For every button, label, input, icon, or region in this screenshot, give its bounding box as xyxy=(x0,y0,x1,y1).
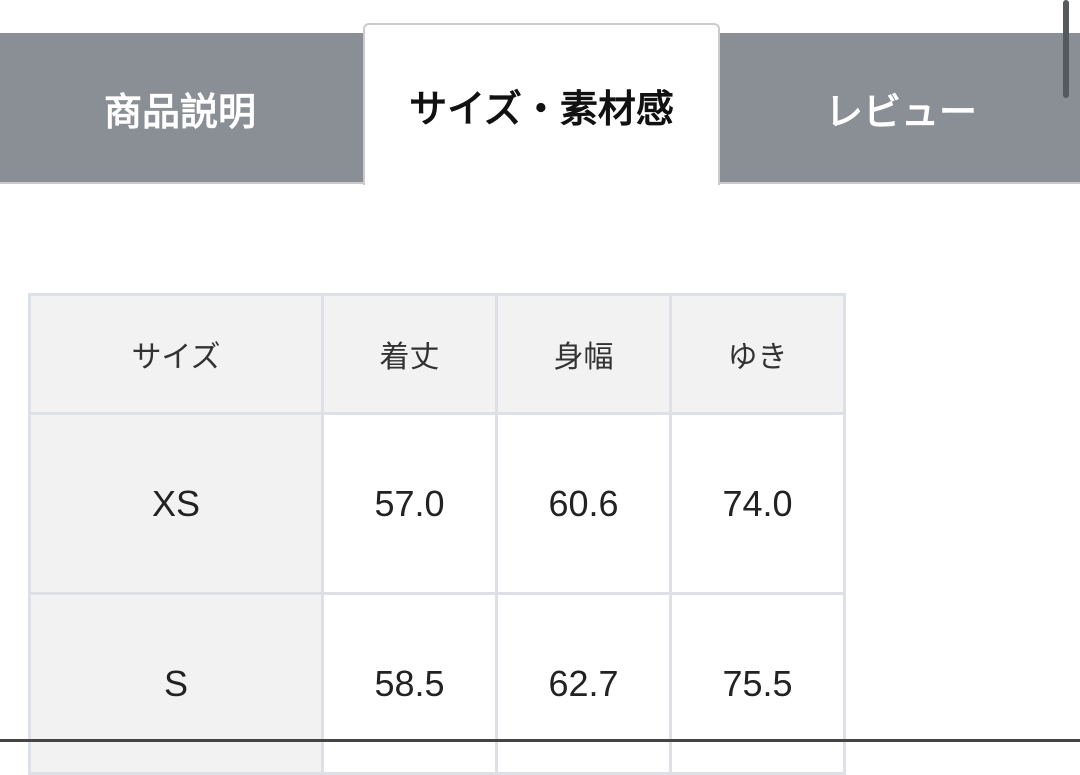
header-sleeve: ゆき xyxy=(669,293,846,415)
size-cell: XS xyxy=(28,412,324,595)
size-table: サイズ 着丈 身幅 ゆき XS 57.0 60.6 74.0 S 58.5 62… xyxy=(28,293,846,775)
size-cell: S xyxy=(28,592,324,775)
value-cell: 57.0 xyxy=(321,412,498,595)
value-cell: 75.5 xyxy=(669,592,846,775)
value-cell: 62.7 xyxy=(495,592,672,775)
tab-size-material[interactable]: サイズ・素材感 xyxy=(363,23,720,185)
value-cell: 60.6 xyxy=(495,412,672,595)
table-row: XS 57.0 60.6 74.0 xyxy=(28,412,846,595)
tab-product-description[interactable]: 商品説明 xyxy=(103,91,256,134)
bottom-edge xyxy=(0,739,1080,742)
header-length: 着丈 xyxy=(321,293,498,415)
value-cell: 58.5 xyxy=(321,592,498,775)
table-row: S 58.5 62.7 75.5 xyxy=(28,592,846,775)
value-cell: 74.0 xyxy=(669,412,846,595)
header-size: サイズ xyxy=(28,293,324,415)
table-header-row: サイズ 着丈 身幅 ゆき xyxy=(28,293,846,415)
scrollbar[interactable] xyxy=(1063,0,1069,98)
header-width: 身幅 xyxy=(495,293,672,415)
tab-reviews[interactable]: レビュー xyxy=(824,91,977,134)
